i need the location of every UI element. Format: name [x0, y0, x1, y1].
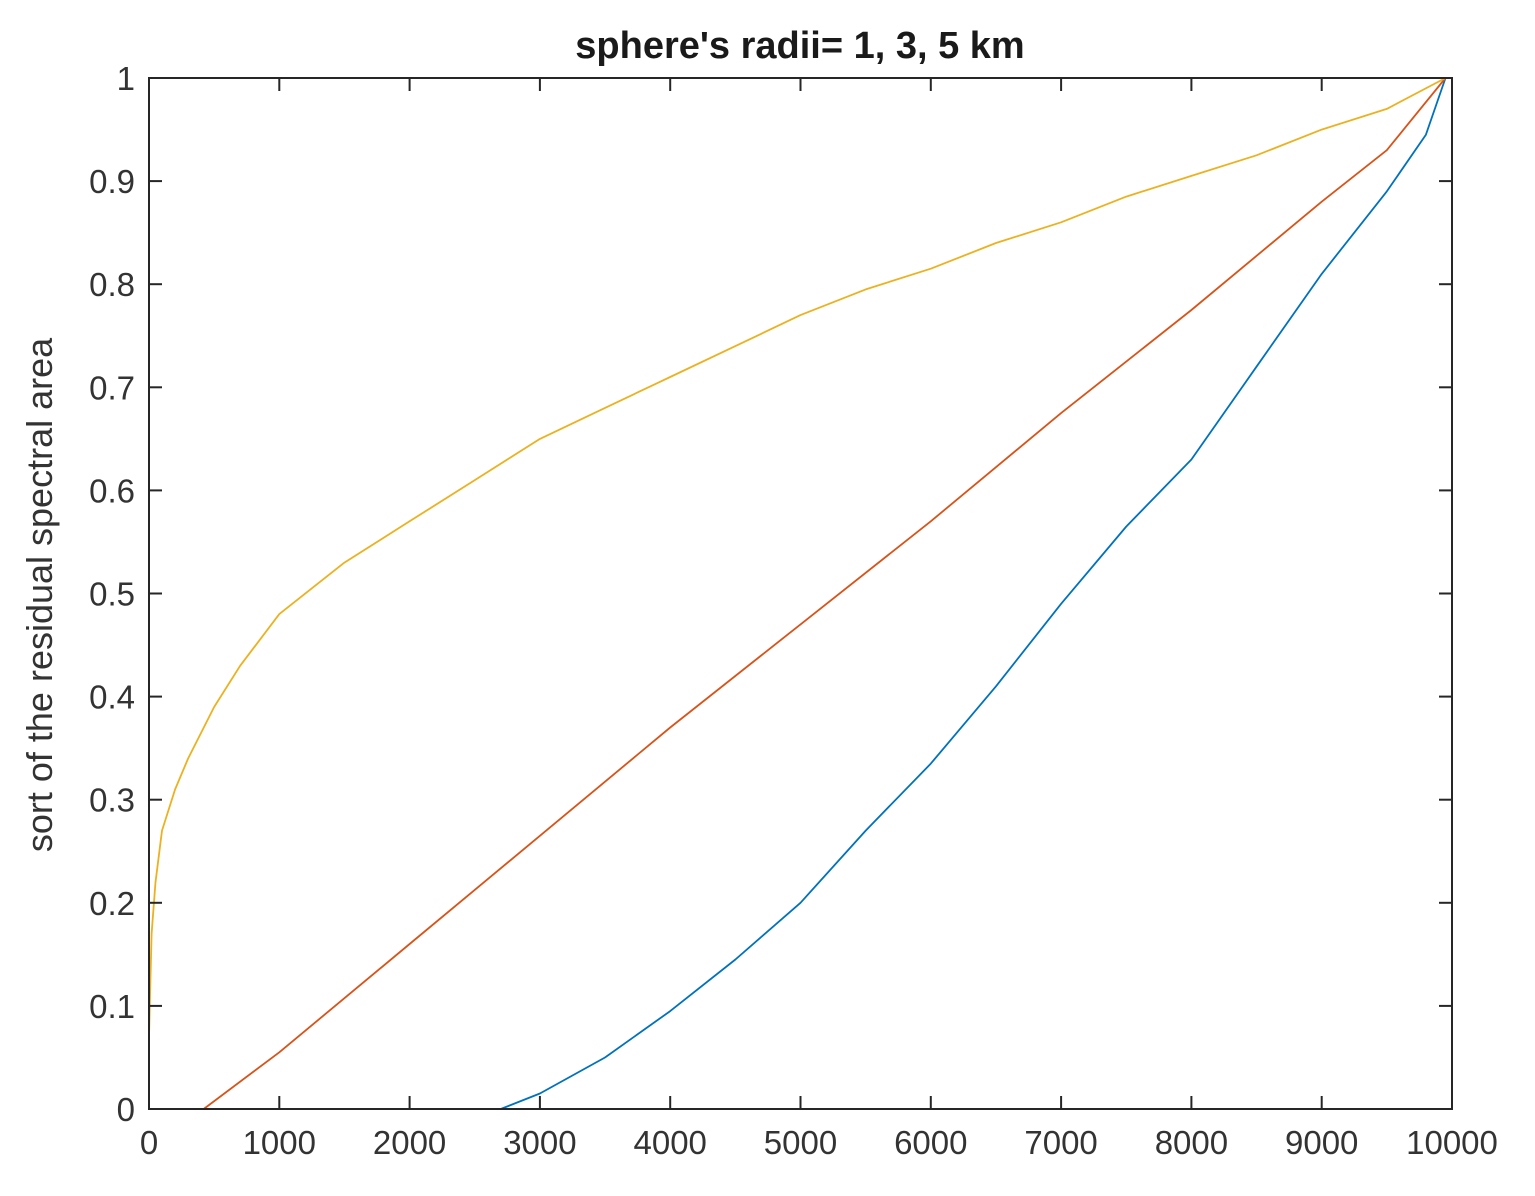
y-tick-label: 0.6 — [89, 472, 135, 509]
y-tick-label: 0.7 — [89, 369, 135, 406]
chart-title: sphere's radii= 1, 3, 5 km — [575, 25, 1024, 67]
x-tick-label: 3000 — [503, 1124, 576, 1161]
y-tick-label: 0.5 — [89, 576, 135, 613]
x-tick-label: 0 — [140, 1124, 158, 1161]
x-tick-label: 9000 — [1285, 1124, 1358, 1161]
x-tick-label: 7000 — [1024, 1124, 1097, 1161]
tick-layer: 0 1000 2000 3000 4000 5000 6000 7000 8000 9000 100… — [89, 60, 1498, 1161]
x-tick-label: 4000 — [633, 1124, 706, 1161]
y-axis-label: sort of the residual spectral area — [19, 337, 60, 852]
x-tick-label: 10000 — [1406, 1124, 1498, 1161]
x-tick-label: 5000 — [764, 1124, 837, 1161]
y-tick-label: 0.4 — [89, 679, 135, 716]
x-tick-label: 6000 — [894, 1124, 967, 1161]
y-tick-label: 0.2 — [89, 885, 135, 922]
y-tick-label: 0.3 — [89, 782, 135, 819]
plot-area-frame — [148, 77, 1453, 1110]
y-tick-label: 0 — [117, 1091, 135, 1128]
series-line-2 — [148, 77, 1447, 1110]
series-line-1 — [148, 77, 1447, 1110]
y-tick-label: 0.9 — [89, 163, 135, 200]
y-tick-label: 0.8 — [89, 266, 135, 303]
x-tick-label: 8000 — [1155, 1124, 1228, 1161]
x-tick-label: 1000 — [243, 1124, 316, 1161]
x-tick-label: 2000 — [373, 1124, 446, 1161]
y-tick-label: 0.1 — [89, 988, 135, 1025]
y-tick-label: 1 — [117, 60, 135, 97]
series-layer — [148, 77, 1447, 1110]
series-line-3 — [148, 77, 1447, 1038]
